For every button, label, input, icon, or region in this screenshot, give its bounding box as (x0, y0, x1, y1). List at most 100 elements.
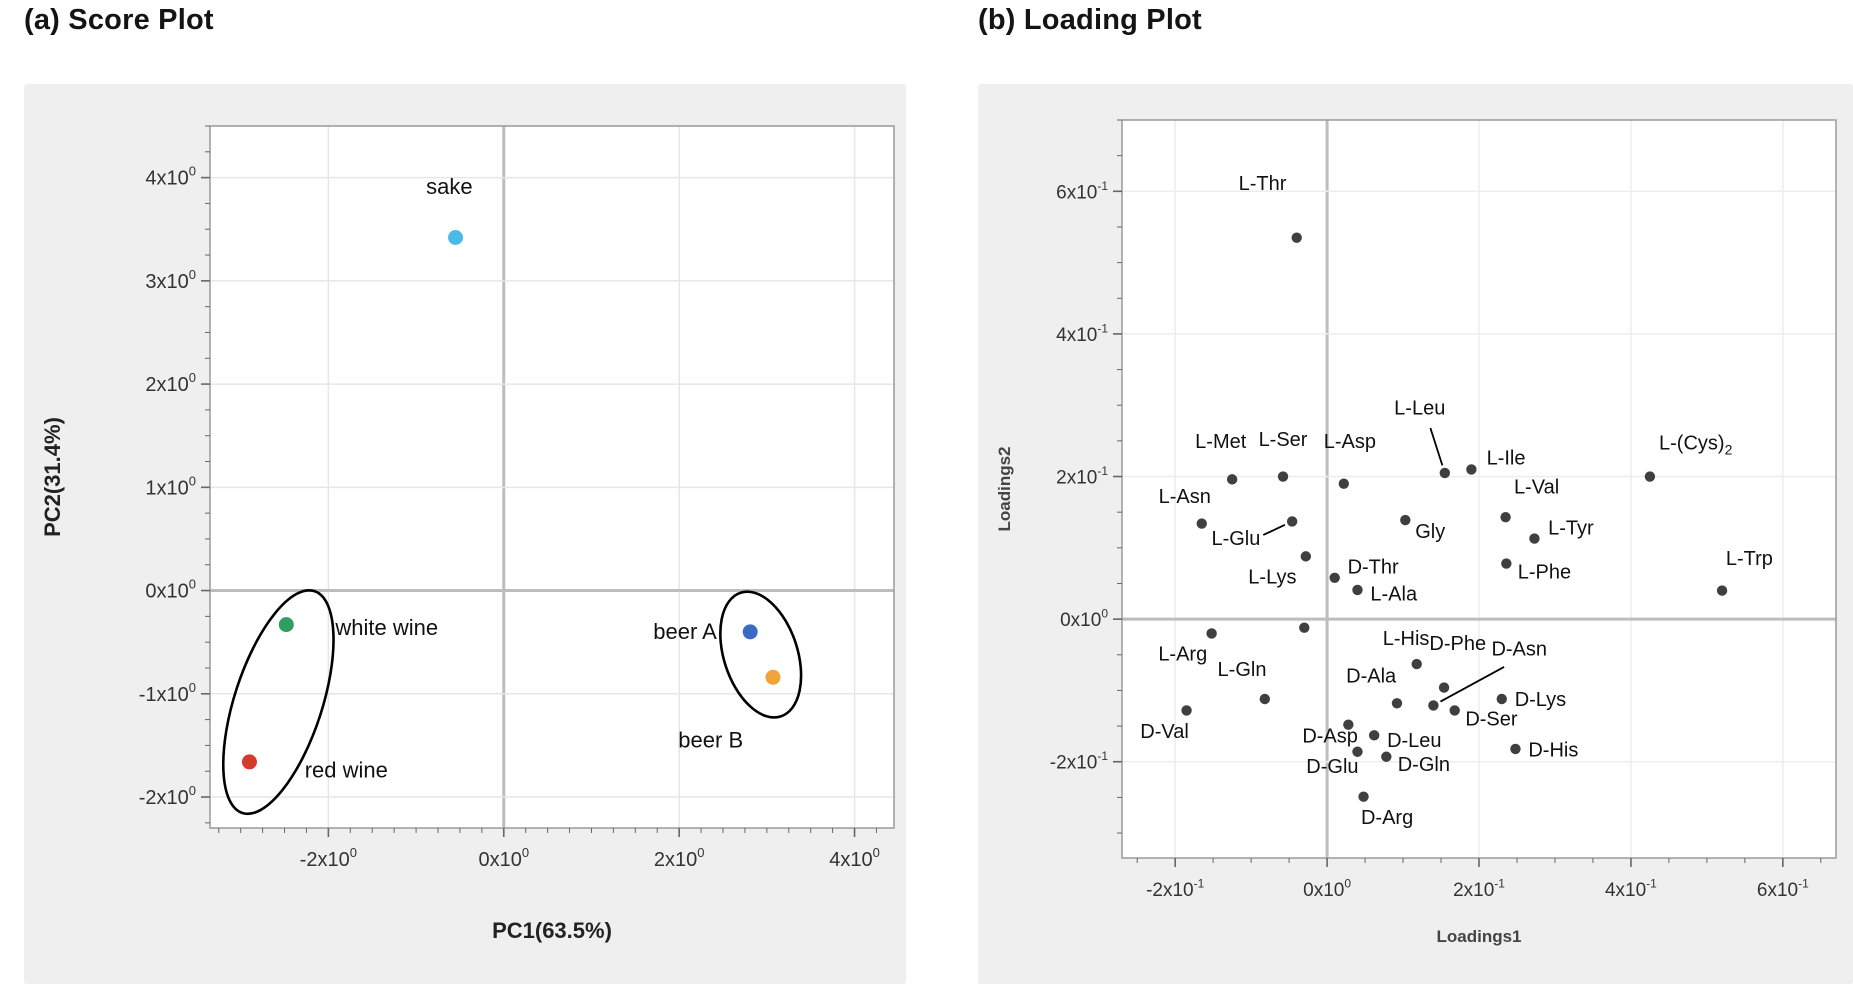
score-plot-panel: (a) Score Plot -2x100 0x100 2x100 4x100 -2x1… (24, 0, 906, 988)
data-point (1299, 622, 1310, 633)
y-axis-title: PC2(31.4%) (40, 417, 65, 537)
x-tick-label: 4x100 (829, 845, 880, 871)
data-point-label: L-Arg (1158, 643, 1207, 665)
data-point (1329, 572, 1340, 583)
label-leader-line (1429, 427, 1444, 466)
data-point (278, 617, 294, 633)
group-ellipse (719, 590, 803, 719)
label-leader-line (1440, 666, 1505, 703)
data-point-label: L-Thr (1239, 173, 1287, 195)
data-point-label: L-Tyr (1548, 517, 1594, 539)
y-tick-label: -1x100 (139, 680, 196, 706)
score-plot-title: (a) Score Plot (24, 4, 214, 36)
y-tick-label: 2x100 (145, 370, 196, 396)
data-point-label: D-Ala (1346, 666, 1397, 688)
data-point-label: L-Leu (1394, 397, 1445, 419)
data-point-label: white wine (334, 615, 438, 640)
data-point (1500, 511, 1511, 523)
x-axis-title: Loadings1 (1436, 927, 1521, 946)
data-point-label: L-Ser (1259, 429, 1308, 451)
data-point (1286, 516, 1298, 527)
data-point (1368, 730, 1380, 741)
loading-plot-box: -2x10-1 0x100 2x10-1 4x10-1 6x10-1 -2x10-1 0x1… (978, 84, 1853, 984)
data-point (1411, 658, 1422, 670)
data-point (1381, 751, 1392, 762)
y-tick-label: 1x100 (145, 473, 196, 499)
data-point (1501, 558, 1512, 569)
x-tick-label: -2x10-1 (1146, 876, 1205, 901)
data-point (1466, 464, 1477, 475)
data-point-label: sake (426, 174, 472, 199)
data-point-label: D-Thr (1348, 556, 1399, 578)
x-tick-label: 0x100 (478, 845, 529, 871)
x-tick-label: 2x10-1 (1453, 876, 1505, 901)
data-point-label: L-Trp (1726, 548, 1773, 570)
data-point-label: beer A (653, 619, 717, 644)
y-tick-label: 0x100 (1060, 607, 1108, 632)
x-tick-label: 0x100 (1303, 876, 1351, 901)
data-point-label: D-Leu (1387, 730, 1441, 752)
data-point (1277, 471, 1289, 482)
data-point (448, 229, 464, 245)
data-point (1716, 585, 1728, 596)
data-point (742, 624, 758, 640)
data-point (1358, 791, 1369, 802)
data-point-label: D-His (1528, 740, 1578, 762)
data-point-label: beer B (678, 727, 743, 752)
data-point-label: D-Asp (1302, 725, 1358, 747)
data-point (1428, 700, 1439, 711)
y-tick-label: -2x10-1 (1050, 749, 1109, 774)
data-point-label: D-Val (1140, 721, 1189, 743)
data-point-label: D-Lys (1515, 689, 1566, 711)
plot-border (209, 125, 895, 829)
data-point-label: Gly (1415, 521, 1445, 543)
data-point-label: L-Asn (1159, 486, 1211, 508)
x-tick-label: 2x100 (654, 845, 705, 871)
data-point (1259, 693, 1270, 705)
data-point-label: D-Glu (1306, 756, 1358, 778)
score-plot-box: -2x100 0x100 2x100 4x100 -2x100 -1x100 0x100 1x… (24, 84, 906, 984)
data-point-label: D-Arg (1361, 807, 1413, 829)
data-point (1439, 467, 1451, 479)
data-point-label: D-Ser (1465, 708, 1518, 730)
data-point (1644, 471, 1656, 482)
data-point-label: red wine (305, 757, 388, 782)
y-tick-label: -2x100 (139, 783, 196, 809)
data-point (1352, 746, 1363, 757)
y-tick-label: 4x100 (145, 164, 196, 190)
y-tick-label: 6x10-1 (1056, 179, 1108, 204)
data-point-label: L-Glu (1211, 528, 1260, 550)
group-ellipse (221, 588, 335, 816)
data-point (1438, 682, 1450, 693)
data-point-label: L-Gln (1218, 659, 1267, 681)
data-point (1400, 514, 1411, 526)
y-tick-label: 2x10-1 (1056, 464, 1108, 489)
data-point (1352, 584, 1363, 596)
loading-plot-title: (b) Loading Plot (978, 4, 1202, 36)
data-point (1391, 698, 1403, 709)
y-tick-label: 4x10-1 (1056, 321, 1108, 346)
data-point-label: L-(Cys)2 (1659, 432, 1733, 457)
x-tick-label: -2x100 (300, 845, 357, 871)
data-point-label: L-Val (1514, 477, 1559, 499)
x-tick-label: 4x10-1 (1605, 876, 1657, 901)
data-point (1181, 705, 1192, 716)
x-axis-title: PC1(63.5%) (492, 918, 612, 943)
data-point (1529, 533, 1540, 544)
data-point (1510, 743, 1521, 755)
data-point (765, 669, 781, 685)
data-point-label: L-Ala (1370, 584, 1418, 606)
data-point (1196, 518, 1207, 529)
data-point (1338, 478, 1349, 489)
data-point (1206, 628, 1217, 639)
y-axis-title: Loadings2 (995, 446, 1014, 531)
data-point-label: L-His (1383, 628, 1430, 650)
y-tick-label: 0x100 (145, 577, 196, 603)
y-tick-label: 3x100 (145, 267, 196, 293)
data-point-label: D-Gln (1398, 754, 1450, 776)
data-point-label: L-Lys (1248, 566, 1296, 588)
loading-plot-canvas: -2x10-1 0x100 2x10-1 4x10-1 6x10-1 -2x10-1 0x1… (995, 119, 1837, 946)
data-point (1343, 719, 1354, 730)
data-point (1449, 705, 1460, 716)
